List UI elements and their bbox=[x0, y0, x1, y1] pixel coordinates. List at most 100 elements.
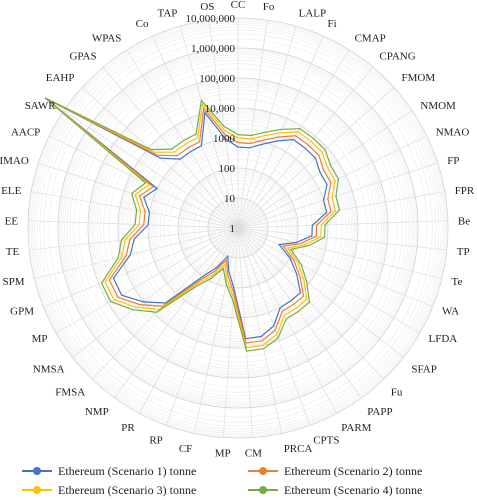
grid-spoke bbox=[237, 220, 448, 229]
grid-spoke bbox=[237, 162, 438, 229]
category-label: CM bbox=[245, 448, 262, 460]
grid-spoke bbox=[114, 227, 239, 399]
category-label: SFAP bbox=[411, 363, 436, 375]
category-label: TE bbox=[6, 246, 20, 258]
grid-spoke bbox=[237, 227, 311, 426]
grid-spoke bbox=[43, 227, 239, 307]
grid-spoke bbox=[126, 49, 239, 229]
legend: Ethereum (Scenario 1) tonne Ethereum (Sc… bbox=[0, 460, 477, 500]
radial-tick-label: 1 bbox=[230, 223, 236, 235]
grid-spoke bbox=[208, 19, 239, 229]
category-label: TAP bbox=[157, 8, 177, 20]
radar-grid bbox=[27, 17, 449, 439]
grid-spoke bbox=[237, 227, 362, 399]
category-label: CPTS bbox=[313, 435, 339, 447]
grid-spoke bbox=[139, 227, 239, 414]
category-label: OS bbox=[200, 1, 214, 13]
legend-item: Ethereum (Scenario 2) tonne bbox=[248, 463, 422, 479]
legend-marker-icon bbox=[248, 464, 278, 478]
category-label: CF bbox=[179, 443, 192, 455]
radial-tick-label: 100,000 bbox=[199, 73, 235, 85]
category-label: WA bbox=[442, 305, 459, 317]
category-label: NMSA bbox=[33, 363, 65, 375]
category-label: Fi bbox=[328, 18, 337, 30]
category-label: EAHP bbox=[46, 72, 75, 84]
category-label: MP bbox=[215, 448, 231, 460]
category-label: Fo bbox=[263, 1, 275, 13]
radial-tick-label: 10 bbox=[224, 193, 236, 205]
legend-label: Ethereum (Scenario 3) tonne bbox=[58, 482, 197, 497]
radial-tick-label: 1000 bbox=[213, 133, 236, 145]
legend-label: Ethereum (Scenario 4) tonne bbox=[284, 482, 423, 497]
grid-spoke bbox=[237, 227, 253, 438]
grid-spoke bbox=[237, 36, 324, 229]
grid-spoke bbox=[31, 191, 239, 229]
category-label: PAPP bbox=[367, 406, 392, 418]
grid-spoke bbox=[55, 227, 239, 334]
category-label: GPM bbox=[10, 305, 34, 317]
grid-spoke bbox=[179, 26, 239, 229]
grid-spoke bbox=[152, 36, 239, 229]
grid-spoke bbox=[237, 87, 395, 229]
grid-spoke bbox=[102, 66, 239, 229]
category-label: ELE bbox=[1, 185, 21, 197]
category-label: WPAS bbox=[92, 32, 122, 44]
category-label: EE bbox=[5, 215, 19, 227]
category-label: MP bbox=[32, 333, 48, 345]
grid-spoke bbox=[237, 66, 374, 229]
radial-tick-label: 100 bbox=[219, 163, 236, 175]
category-label: Be bbox=[458, 215, 470, 227]
grid-spoke bbox=[237, 135, 427, 229]
category-label: PR bbox=[121, 422, 135, 434]
category-label: TP bbox=[457, 246, 470, 258]
category-label: NMP bbox=[85, 406, 109, 418]
category-label: LALP bbox=[299, 8, 327, 20]
legend-label: Ethereum (Scenario 2) tonne bbox=[284, 463, 423, 478]
grid-spoke bbox=[237, 49, 350, 229]
grid-spoke bbox=[34, 227, 239, 280]
grid-spoke bbox=[237, 227, 283, 434]
category-label: CPANG bbox=[379, 51, 415, 63]
grid-spoke bbox=[237, 110, 413, 229]
grid-spoke bbox=[237, 19, 268, 229]
grid-spoke bbox=[237, 26, 297, 229]
category-label: SAWR bbox=[25, 100, 57, 112]
grid-spoke bbox=[237, 227, 337, 414]
grid-spoke bbox=[237, 227, 404, 358]
category-label: NMOM bbox=[420, 100, 456, 112]
category-label: Co bbox=[136, 18, 149, 30]
category-label: FMSA bbox=[55, 386, 85, 398]
radial-tick-label: 10,000,000 bbox=[186, 13, 236, 25]
category-label: AACP bbox=[11, 127, 40, 139]
grid-spoke bbox=[223, 227, 239, 438]
category-label: GPAS bbox=[69, 51, 96, 63]
category-label: SPM bbox=[2, 276, 24, 288]
category-label: CC bbox=[231, 0, 246, 11]
category-label: LFDA bbox=[429, 333, 458, 345]
grid-spoke bbox=[237, 227, 442, 280]
legend-marker-icon bbox=[248, 483, 278, 497]
grid-spoke bbox=[237, 227, 421, 334]
category-label: FMOM bbox=[402, 72, 436, 84]
category-label: FPR bbox=[455, 185, 475, 197]
series-line-4 bbox=[44, 97, 341, 352]
category-label: RP bbox=[149, 435, 162, 447]
grid-spoke bbox=[38, 162, 239, 229]
legend-item: Ethereum (Scenario 1) tonne bbox=[22, 463, 196, 479]
grid-spoke bbox=[193, 227, 239, 434]
grid-spoke bbox=[237, 227, 447, 251]
category-label: Te bbox=[452, 276, 463, 288]
grid-spoke bbox=[29, 227, 239, 251]
legend-marker-icon bbox=[22, 483, 52, 497]
legend-item: Ethereum (Scenario 4) tonne bbox=[248, 482, 422, 498]
category-label: CMAP bbox=[355, 32, 386, 44]
grid-spoke bbox=[237, 191, 445, 229]
legend-item: Ethereum (Scenario 3) tonne bbox=[22, 482, 196, 498]
legend-label: Ethereum (Scenario 1) tonne bbox=[58, 463, 197, 478]
category-label: PRCA bbox=[284, 443, 313, 455]
radial-tick-label: 10,000 bbox=[205, 103, 236, 115]
category-label: FP bbox=[447, 155, 459, 167]
legend-marker-icon bbox=[22, 464, 52, 478]
category-label: NMAO bbox=[436, 127, 470, 139]
